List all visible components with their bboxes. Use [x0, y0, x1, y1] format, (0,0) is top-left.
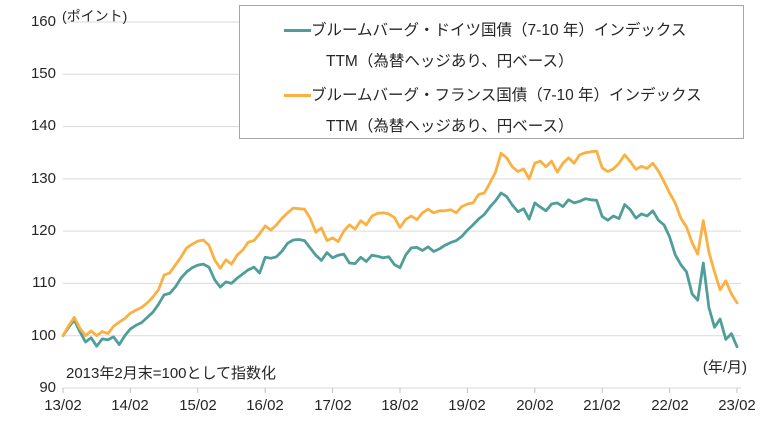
y-tick-label: 140 — [30, 117, 56, 134]
legend-label-germany-line2: TTM（為替ヘッジあり、円ベース） — [326, 53, 574, 70]
legend-label-france-line1: ブルームバーグ・フランス国債（7-10 年）インデックス — [311, 87, 702, 104]
y-tick-label: 90 — [39, 379, 56, 396]
x-tick-label: 13/02 — [44, 397, 82, 414]
france-series-line — [61, 149, 739, 338]
y-tick-label: 160 — [30, 13, 56, 30]
x-tick-label: 17/02 — [314, 397, 352, 414]
y-tick-label: 120 — [30, 222, 56, 239]
x-tick-label: 21/02 — [583, 397, 621, 414]
index-base-note: 2013年2月末=100として指数化 — [66, 365, 277, 382]
y-tick-label: 110 — [32, 274, 56, 291]
x-tick-label: 22/02 — [651, 397, 689, 414]
y-tick-label: 100 — [30, 327, 56, 344]
legend-entry-germany: ブルームバーグ・ドイツ国債（7-10 年）インデックス TTM（為替ヘッジあり、… — [284, 15, 743, 77]
x-tick-label: 19/02 — [448, 397, 486, 414]
x-tick-label: 14/02 — [111, 397, 149, 414]
legend-box: ブルームバーグ・ドイツ国債（7-10 年）インデックス TTM（為替ヘッジあり、… — [239, 5, 744, 139]
france-series-swatch — [284, 94, 311, 97]
legend-label-france-line2: TTM（為替ヘッジあり、円ベース） — [326, 118, 574, 135]
x-tick-label: 15/02 — [179, 397, 217, 414]
legend-label-germany-line1: ブルームバーグ・ドイツ国債（7-10 年）インデックス — [311, 22, 687, 39]
x-tick-label: 20/02 — [516, 397, 554, 414]
y-tick-label: 150 — [30, 65, 56, 82]
x-axis-unit-label: (年/月) — [702, 359, 747, 376]
y-tick-label: 130 — [30, 170, 56, 187]
legend-entry-france: ブルームバーグ・フランス国債（7-10 年）インデックス TTM（為替ヘッジあり… — [284, 80, 743, 142]
x-tick-label: 23/02 — [718, 397, 756, 414]
x-tick-label: 16/02 — [246, 397, 284, 414]
germany-series-line — [61, 191, 739, 349]
y-axis-unit-label: (ポイント) — [62, 8, 128, 24]
x-tick-label: 18/02 — [381, 397, 419, 414]
germany-series-swatch — [284, 29, 311, 32]
